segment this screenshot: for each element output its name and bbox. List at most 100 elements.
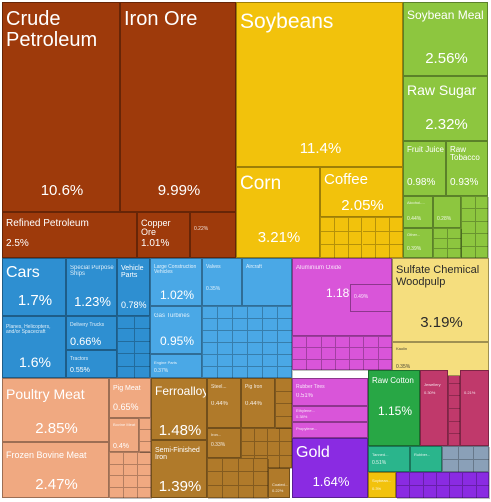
treemap-cell[interactable]: Raw Tobacco 0.93%	[446, 141, 488, 196]
treemap-cell[interactable]: Iron... 0.33%	[207, 428, 241, 458]
treemap-cell[interactable]: Steel... 0.44%	[207, 378, 241, 428]
treemap-cell[interactable]: Gas Turbines 0.95%	[150, 306, 202, 354]
treemap-cell[interactable]: Gold 1.64%	[292, 438, 368, 498]
treemap-cell[interactable]: Soybean... 0.3%	[368, 472, 396, 498]
treemap-cell-name: Fruit Juice	[407, 145, 444, 154]
treemap-filler-subblock	[321, 231, 335, 246]
treemap-filler-block	[202, 306, 293, 379]
treemap-filler-block	[433, 228, 462, 259]
treemap-cell[interactable]: 0.21%	[460, 370, 489, 446]
treemap-cell[interactable]: Rubber...	[410, 446, 442, 472]
treemap-cell[interactable]: Other... 0.39%	[403, 228, 433, 258]
treemap-cell[interactable]: Rubber Tires 0.51%	[292, 378, 368, 406]
treemap-cell[interactable]: Large Construction Vehicles 1.02%	[150, 258, 202, 306]
treemap-filler-subblock	[474, 447, 490, 460]
treemap-cell[interactable]: Planes, Helicopters, and/or Spacecraft 1.…	[2, 316, 66, 378]
treemap-cell[interactable]: 0.22%	[190, 212, 236, 258]
treemap-cell[interactable]: Coffee 2.05%	[320, 167, 403, 217]
treemap-filler-subblock	[203, 343, 218, 355]
treemap-cell[interactable]: Poultry Meat 2.85%	[2, 378, 109, 442]
treemap-cell[interactable]: Delivery Trucks 0.66%	[66, 316, 117, 350]
treemap-cell[interactable]: Pig Meat 0.65%	[109, 378, 151, 418]
treemap-cell-value: 9.99%	[157, 182, 201, 199]
treemap-cell[interactable]: Sulfate Chemical Woodpulp 3.19%	[392, 258, 489, 342]
treemap-filler-subblock	[267, 429, 281, 443]
treemap-filler-subblock	[218, 331, 233, 343]
treemap-cell[interactable]: Raw Sugar 2.32%	[403, 76, 488, 141]
treemap-filler-subblock	[203, 307, 218, 319]
treemap-cell[interactable]: Alcohol-... 0.44%	[403, 196, 433, 228]
treemap-cell[interactable]: Ferroalloys 1.48%	[151, 378, 207, 440]
treemap-cell-value: 0.37%	[154, 368, 169, 374]
treemap-filler-subblock	[263, 319, 278, 331]
treemap-filler-subblock	[376, 218, 391, 232]
treemap-cell-name: Corn	[240, 173, 282, 194]
treemap-cell[interactable]: Refined Petroleum 2.5%	[2, 212, 137, 258]
treemap-cell[interactable]: Special Purpose Ships 1.23%	[66, 258, 117, 316]
treemap-cell[interactable]: Bovine Meat 0.4%	[109, 418, 139, 452]
treemap-filler-subblock	[476, 473, 490, 486]
treemap-cell-value: 1.01%	[141, 238, 170, 249]
treemap-cell-value: 0.3%	[372, 486, 382, 491]
treemap-filler-subblock	[321, 359, 336, 371]
treemap-filler-subblock	[443, 447, 459, 460]
treemap-cell[interactable]: 0.49%	[350, 284, 392, 312]
treemap-cell[interactable]: Ethylene... 0.38%	[292, 406, 368, 422]
treemap-cell[interactable]: Valves 0.35%	[202, 258, 242, 306]
treemap-cell-value: 1.6%	[19, 354, 51, 370]
treemap-cell[interactable]: Tanned... 0.51%	[368, 446, 410, 472]
treemap-cell[interactable]: Jewellery 0.30%	[420, 370, 448, 446]
treemap-filler-block	[275, 378, 293, 429]
treemap-cell-name: Pig Iron	[245, 384, 263, 390]
treemap-cell[interactable]: Engine Parts 0.37%	[150, 354, 202, 378]
treemap-filler-subblock	[335, 337, 351, 349]
treemap-filler-subblock	[462, 221, 476, 235]
treemap-cell-value: 2.5%	[6, 238, 29, 249]
treemap-cell[interactable]: Coated... 0.22%	[268, 468, 290, 498]
treemap-cell[interactable]: Iron Ore 9.99%	[120, 2, 236, 212]
treemap-cell[interactable]: Pig Iron 0.44%	[241, 378, 275, 428]
treemap-cell[interactable]: Cars 1.7%	[2, 258, 66, 316]
treemap-cell[interactable]: Fruit Juice 0.98%	[403, 141, 446, 196]
treemap-cell-value: 2.47%	[35, 476, 78, 493]
treemap-filler-subblock	[321, 245, 335, 259]
treemap-cell[interactable]: Tractors 0.55%	[66, 350, 117, 378]
treemap-cell[interactable]: Aircraft	[242, 258, 292, 306]
treemap-filler-subblock	[118, 317, 135, 330]
treemap-cell[interactable]: Copper Ore 1.01%	[137, 212, 190, 258]
treemap-cell[interactable]: Raw Cotton 1.15%	[368, 370, 420, 446]
treemap-filler-subblock	[410, 486, 424, 499]
treemap-cell-value: 0.28%	[437, 216, 452, 222]
treemap-cell[interactable]: Soybeans 11.4%	[236, 2, 403, 167]
treemap-filler-subblock	[378, 337, 393, 349]
treemap-cell-value: 1.39%	[158, 478, 202, 495]
treemap-filler-subblock	[254, 442, 268, 456]
treemap-cell[interactable]: Propylene...	[292, 422, 368, 438]
treemap-cell[interactable]: Frozen Bovine Meat 2.47%	[2, 442, 109, 498]
treemap-filler-subblock	[233, 319, 248, 331]
treemap-cell-name: Propylene...	[296, 426, 318, 431]
treemap-cell-value: 3.19%	[420, 314, 463, 331]
treemap-cell-name: Other...	[407, 232, 421, 237]
treemap-cell[interactable]: 0.28%	[433, 196, 461, 228]
treemap-filler-subblock	[462, 197, 476, 210]
treemap-filler-subblock	[278, 319, 293, 331]
treemap-cell[interactable]: Soybean Meal 2.56%	[403, 2, 488, 76]
treemap-filler-subblock	[364, 337, 379, 349]
treemap-cell-name: Copper Ore	[141, 218, 171, 238]
treemap-cell[interactable]: Crude Petroleum 10.6%	[2, 2, 120, 212]
treemap-cell-name: Gold	[296, 444, 330, 461]
treemap-filler-subblock	[362, 218, 377, 232]
treemap-cell[interactable]: Corn 3.21%	[236, 167, 320, 258]
treemap-filler-block	[292, 336, 393, 371]
treemap-cell-value: 2.56%	[425, 50, 468, 67]
treemap-cell[interactable]: Semi-Finished Iron 1.39%	[151, 440, 207, 498]
treemap-filler-subblock	[278, 331, 293, 343]
treemap-cell-name: Ferroalloys	[155, 384, 206, 398]
treemap-cell-name: Rubber Tires	[296, 384, 325, 390]
treemap-filler-subblock	[110, 453, 124, 465]
treemap-cell[interactable]: Vehicle Parts 0.78%	[117, 258, 150, 316]
treemap-cell-name: Raw Tobacco	[450, 145, 480, 163]
treemap-cell-value: 0.95%	[159, 334, 195, 348]
treemap-cell-value: 0.44%	[407, 216, 422, 222]
